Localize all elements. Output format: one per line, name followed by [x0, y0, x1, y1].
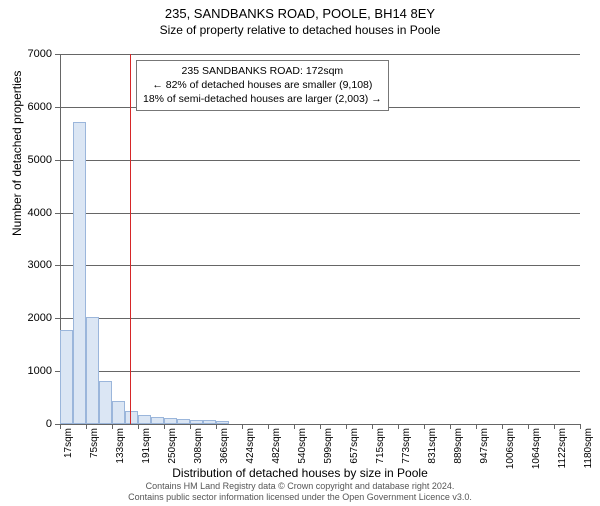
histogram-bar: [164, 418, 177, 424]
ytick-label: 0: [12, 418, 52, 430]
xtick-label: 1180sqm: [583, 428, 594, 468]
histogram-bar: [216, 421, 229, 424]
histogram-bar: [203, 420, 216, 424]
histogram-bar: [138, 415, 151, 425]
xtick-label: 1122sqm: [557, 428, 568, 468]
page-subtitle: Size of property relative to detached ho…: [0, 23, 600, 37]
xtick-mark: [190, 424, 191, 429]
xtick-mark: [424, 424, 425, 429]
xtick-label: 1064sqm: [531, 428, 542, 469]
xtick-label: 424sqm: [245, 428, 256, 464]
ytick-label: 7000: [12, 48, 52, 60]
xtick-label: 17sqm: [63, 428, 74, 458]
xtick-mark: [216, 424, 217, 429]
xtick-mark: [554, 424, 555, 429]
ytick-mark: [55, 107, 60, 108]
xtick-mark: [372, 424, 373, 429]
ytick-label: 6000: [12, 101, 52, 113]
annotation-line3: 18% of semi-detached houses are larger (…: [143, 92, 382, 106]
xtick-label: 773sqm: [401, 428, 412, 464]
xtick-label: 715sqm: [375, 428, 386, 464]
gridline: [60, 213, 580, 214]
x-axis-label: Distribution of detached houses by size …: [0, 466, 600, 480]
ytick-mark: [55, 54, 60, 55]
ytick-mark: [55, 213, 60, 214]
xtick-label: 889sqm: [453, 428, 464, 464]
xtick-mark: [112, 424, 113, 429]
xtick-label: 947sqm: [479, 428, 490, 464]
xtick-mark: [580, 424, 581, 429]
xtick-mark: [476, 424, 477, 429]
xtick-mark: [398, 424, 399, 429]
histogram-bar: [73, 122, 86, 424]
histogram-bar: [60, 330, 73, 424]
histogram-bar: [190, 420, 203, 424]
gridline: [60, 371, 580, 372]
histogram-bar: [151, 417, 164, 424]
xtick-label: 599sqm: [323, 428, 334, 464]
footer-line1: Contains HM Land Registry data © Crown c…: [0, 481, 600, 492]
gridline: [60, 160, 580, 161]
xtick-mark: [346, 424, 347, 429]
histogram-bar: [125, 411, 138, 424]
xtick-label: 657sqm: [349, 428, 360, 464]
xtick-mark: [60, 424, 61, 429]
xtick-mark: [528, 424, 529, 429]
xtick-mark: [268, 424, 269, 429]
histogram-bar: [86, 317, 99, 424]
ytick-label: 5000: [12, 154, 52, 166]
annotation-line1: 235 SANDBANKS ROAD: 172sqm: [143, 64, 382, 78]
reference-line: [130, 54, 131, 424]
gridline: [60, 318, 580, 319]
footer-line2: Contains public sector information licen…: [0, 492, 600, 503]
ytick-label: 1000: [12, 365, 52, 377]
xtick-label: 1006sqm: [505, 428, 516, 469]
xtick-label: 540sqm: [297, 428, 308, 464]
xtick-label: 250sqm: [167, 428, 178, 464]
xtick-label: 308sqm: [193, 428, 204, 464]
histogram-bar: [177, 419, 190, 424]
ytick-label: 3000: [12, 259, 52, 271]
ytick-label: 4000: [12, 207, 52, 219]
annotation-line2: ← 82% of detached houses are smaller (9,…: [143, 78, 382, 92]
xtick-mark: [294, 424, 295, 429]
xtick-label: 191sqm: [141, 428, 152, 464]
histogram-bar: [99, 381, 112, 424]
gridline: [60, 265, 580, 266]
xtick-mark: [502, 424, 503, 429]
xtick-label: 75sqm: [89, 428, 100, 458]
page-title: 235, SANDBANKS ROAD, POOLE, BH14 8EY: [0, 6, 600, 21]
chart-plot-area: 17sqm75sqm133sqm191sqm250sqm308sqm366sqm…: [60, 54, 580, 424]
histogram-bar: [112, 401, 125, 424]
xtick-label: 366sqm: [219, 428, 230, 464]
ytick-mark: [55, 265, 60, 266]
gridline: [60, 54, 580, 55]
ytick-mark: [55, 318, 60, 319]
ytick-mark: [55, 160, 60, 161]
xtick-mark: [164, 424, 165, 429]
xtick-mark: [450, 424, 451, 429]
xtick-mark: [320, 424, 321, 429]
xtick-mark: [242, 424, 243, 429]
xtick-label: 133sqm: [115, 428, 126, 464]
annotation-box: 235 SANDBANKS ROAD: 172sqm ← 82% of deta…: [136, 60, 389, 111]
ytick-label: 2000: [12, 312, 52, 324]
xtick-mark: [86, 424, 87, 429]
xtick-label: 831sqm: [427, 428, 438, 464]
xtick-label: 482sqm: [271, 428, 282, 464]
xtick-mark: [138, 424, 139, 429]
